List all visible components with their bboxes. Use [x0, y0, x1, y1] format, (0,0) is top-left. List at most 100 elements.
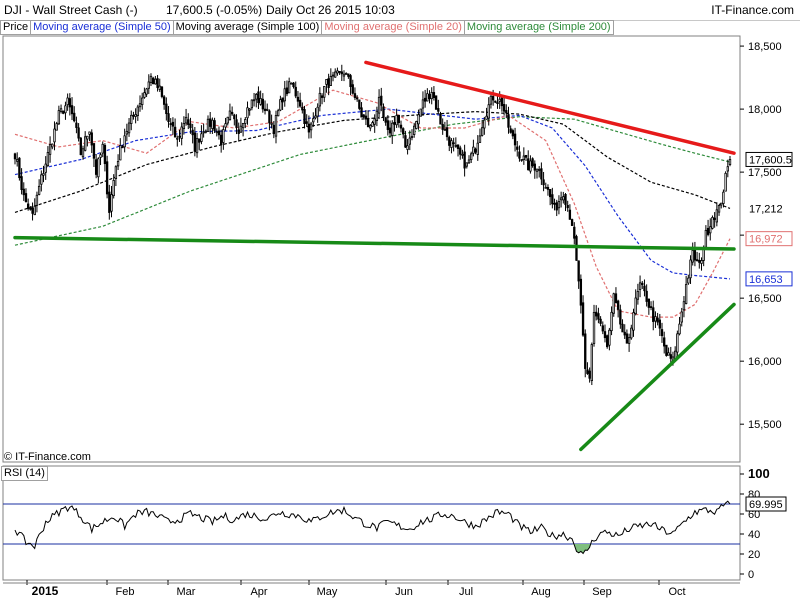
indicator-legend: Price Moving average (Simple 50) Moving …	[0, 20, 614, 35]
rsi-tick-label: 100	[748, 466, 770, 481]
candle-body	[511, 130, 515, 137]
candle-body	[149, 75, 153, 83]
candle-body	[119, 145, 122, 161]
candle-body	[706, 227, 710, 235]
candle-body	[689, 259, 692, 279]
candle-body	[649, 306, 653, 308]
price-tick-label: 16,000	[748, 356, 782, 368]
price-tick-label: 18,000	[748, 104, 782, 116]
candle-body	[395, 115, 398, 126]
trendlines	[13, 60, 736, 452]
candle-body	[97, 158, 100, 178]
candle-body	[522, 155, 526, 161]
candle-body	[584, 333, 587, 369]
candle-body	[33, 205, 36, 216]
legend-sma50[interactable]: Moving average (Simple 50)	[31, 20, 174, 35]
candle-body	[715, 209, 719, 223]
candle-body	[215, 131, 218, 134]
candle-body	[632, 312, 635, 331]
candle-body	[616, 300, 620, 310]
candle-body	[544, 186, 547, 189]
time-tick-label: Jun	[395, 586, 413, 598]
candle-body	[138, 103, 142, 108]
legend-sma20[interactable]: Moving average (Simple 20)	[322, 20, 465, 35]
candle-body	[680, 311, 683, 323]
candle-body	[22, 188, 25, 196]
candle-body	[711, 216, 714, 229]
candle-body	[551, 194, 554, 205]
candle-body	[375, 110, 379, 121]
candle-body	[432, 92, 436, 98]
candle-body	[20, 176, 23, 190]
candle-body	[88, 131, 91, 135]
candle-body	[377, 96, 381, 114]
candle-body	[303, 109, 306, 125]
candle-body	[586, 369, 589, 374]
candle-body	[195, 138, 199, 154]
candle-body	[669, 354, 672, 359]
time-tick-label: Sep	[592, 586, 612, 598]
candle-body	[588, 370, 591, 379]
value-label-box	[745, 200, 793, 216]
candle-body	[577, 260, 580, 282]
candle-body	[182, 122, 186, 130]
candle-body	[463, 151, 466, 169]
candle-body	[516, 146, 519, 150]
chart-title-bar: DJI - Wall Street Cash (-) 17,600.5 (-0.…	[0, 0, 800, 21]
candle-body	[13, 153, 17, 160]
candle-body	[590, 344, 593, 381]
candle-body	[597, 313, 600, 320]
candle-body	[415, 121, 418, 129]
candle-body	[64, 105, 67, 114]
legend-sma200[interactable]: Moving average (Simple 200)	[464, 20, 614, 35]
sma20-line	[14, 89, 731, 318]
candle-body	[48, 144, 52, 155]
candle-body	[445, 127, 449, 138]
candle-body	[261, 98, 265, 110]
candle-body	[527, 158, 530, 171]
candle-body	[296, 96, 300, 102]
candle-body	[263, 108, 267, 111]
candle-body	[413, 125, 416, 135]
candle-body	[108, 191, 111, 213]
candle-body	[237, 129, 240, 134]
candle-body	[336, 70, 339, 74]
candle-body	[665, 344, 668, 356]
candle-body	[548, 189, 552, 198]
candle-body	[641, 282, 644, 285]
candle-body	[459, 147, 462, 155]
candle-body	[408, 137, 411, 145]
candle-body	[693, 248, 697, 261]
candle-body	[160, 86, 164, 97]
candle-body	[601, 325, 604, 332]
candle-body	[559, 197, 563, 201]
candle-body	[268, 110, 271, 124]
candle-body	[535, 168, 539, 172]
candle-body	[154, 78, 157, 85]
candle-body	[419, 108, 422, 117]
candle-body	[84, 136, 87, 151]
rsi-panel-label[interactable]: RSI (14)	[1, 466, 48, 481]
candle-body	[595, 311, 598, 317]
candle-body	[592, 312, 596, 344]
candle-body	[274, 115, 278, 137]
candle-body	[619, 309, 622, 325]
candle-body	[320, 95, 324, 98]
candle-body	[327, 78, 330, 88]
candle-body	[691, 249, 694, 263]
candle-body	[176, 137, 179, 140]
time-tick-label: 2015	[32, 584, 59, 598]
candle-body	[283, 88, 286, 102]
candle-body	[496, 102, 499, 105]
candle-body	[116, 161, 120, 167]
candle-body	[678, 323, 681, 335]
candle-body	[187, 119, 190, 125]
legend-sma100[interactable]: Moving average (Simple 100)	[173, 20, 323, 35]
candle-body	[467, 159, 471, 164]
candle-body	[603, 331, 607, 339]
legend-price[interactable]: Price	[0, 20, 32, 35]
candle-body	[404, 135, 407, 148]
candle-body	[57, 110, 61, 125]
candle-body	[722, 191, 725, 204]
